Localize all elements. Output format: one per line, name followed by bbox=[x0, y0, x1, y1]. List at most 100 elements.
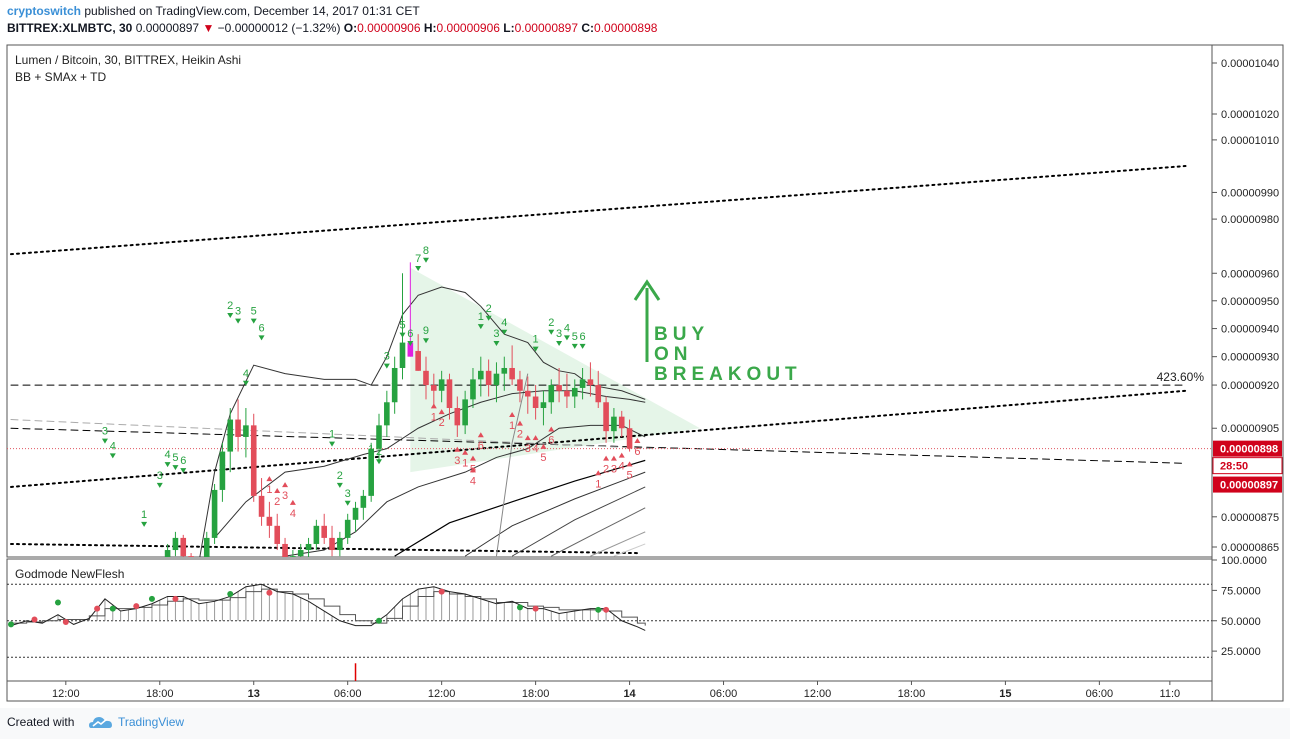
candle bbox=[423, 370, 429, 386]
td-sell-count: 3 bbox=[235, 306, 241, 318]
td-down-arrow-icon bbox=[407, 341, 414, 347]
td-up-arrow-icon bbox=[274, 487, 281, 493]
price-tick-label: 0.00000990 bbox=[1221, 187, 1279, 199]
candle bbox=[203, 537, 210, 557]
tradingview-link[interactable]: TradingView bbox=[118, 715, 185, 729]
candle bbox=[243, 425, 249, 437]
td-down-arrow-icon bbox=[556, 341, 563, 347]
td-down-arrow-icon bbox=[235, 318, 242, 324]
price-scale-border bbox=[1211, 44, 1284, 702]
candle bbox=[258, 495, 265, 517]
price-tick-label: 0.00001040 bbox=[1221, 58, 1279, 70]
td-buy-count: 3 bbox=[454, 455, 460, 467]
symbol-label[interactable]: BITTREX:XLMBTC, 30 bbox=[7, 21, 133, 35]
price-tick-label: 0.00000960 bbox=[1221, 268, 1279, 280]
td-sell-count: 1 bbox=[141, 509, 147, 521]
candle bbox=[211, 489, 218, 538]
buy-annotation-text: ON bbox=[654, 344, 693, 365]
candle bbox=[344, 519, 351, 538]
candle bbox=[438, 379, 445, 391]
td-up-arrow-icon bbox=[634, 438, 641, 444]
price-tick-label: 0.00000920 bbox=[1221, 380, 1279, 392]
price-badge-label: 0.00000897 bbox=[1220, 480, 1278, 492]
main-pane-border bbox=[6, 44, 1213, 558]
candle bbox=[587, 379, 594, 386]
time-tick-label: 06:00 bbox=[710, 688, 738, 700]
td-up-arrow-icon bbox=[610, 455, 617, 461]
td-sell-count: 3 bbox=[493, 328, 499, 340]
sma-line bbox=[590, 531, 646, 557]
candle bbox=[407, 342, 414, 357]
price-badge bbox=[1213, 440, 1282, 457]
candle bbox=[470, 379, 476, 400]
osc-tick-label: 25.0000 bbox=[1221, 646, 1261, 658]
author-link[interactable]: cryptoswitch bbox=[7, 4, 82, 18]
td-up-arrow-icon bbox=[462, 449, 469, 455]
td-sell-count: 3 bbox=[102, 426, 108, 438]
td-sell-count: 3 bbox=[384, 351, 390, 363]
td-buy-count: 3 bbox=[282, 490, 288, 502]
open-value: 0.00000906 bbox=[357, 21, 421, 35]
candle bbox=[485, 370, 492, 386]
candle bbox=[337, 537, 343, 551]
close-value: 0.00000898 bbox=[594, 21, 658, 35]
td-buy-count: 4 bbox=[290, 508, 296, 520]
price-change: −0.00000012 (−1.32%) bbox=[217, 21, 341, 35]
publish-info: published on TradingView.com, December 1… bbox=[84, 4, 420, 18]
td-sell-count: 2 bbox=[486, 303, 492, 315]
td-up-arrow-icon bbox=[516, 420, 523, 426]
td-buy-count: 6 bbox=[548, 434, 554, 446]
time-tick-label: 06:00 bbox=[1086, 688, 1114, 700]
triangle-pattern bbox=[410, 267, 701, 473]
price-tick-label: 0.00000930 bbox=[1221, 352, 1279, 364]
buy-annotation-text: BUY bbox=[654, 324, 709, 345]
osc-cross-down-dot bbox=[94, 605, 101, 612]
time-tick-label: 12:00 bbox=[52, 688, 80, 700]
td-buy-count: 1 bbox=[509, 420, 515, 432]
td-up-arrow-icon bbox=[509, 412, 516, 418]
osc-cross-down-dot bbox=[532, 605, 539, 612]
sma-line bbox=[464, 471, 646, 557]
trendline bbox=[10, 165, 1187, 256]
time-tick-label: 15 bbox=[999, 688, 1011, 700]
td-up-arrow-icon bbox=[430, 403, 437, 409]
td-down-arrow-icon bbox=[141, 521, 148, 527]
td-sell-count: 4 bbox=[392, 376, 398, 388]
td-sell-count: 9 bbox=[423, 325, 429, 337]
candle bbox=[517, 379, 523, 391]
price-tick-label: 0.00000905 bbox=[1221, 423, 1279, 435]
td-down-arrow-icon bbox=[172, 465, 179, 471]
td-sell-count: 3 bbox=[556, 328, 562, 340]
td-sell-count: 2 bbox=[227, 300, 233, 312]
oscillator-pane[interactable] bbox=[7, 583, 1212, 681]
price-badge bbox=[1212, 457, 1283, 475]
candle bbox=[188, 556, 194, 557]
td-down-arrow-icon bbox=[493, 341, 500, 347]
td-sell-count: 2 bbox=[337, 470, 343, 482]
candle bbox=[274, 525, 281, 544]
candle bbox=[603, 402, 609, 432]
time-tick-label: 11:0 bbox=[1160, 688, 1181, 700]
down-arrow-icon: ▼ bbox=[202, 21, 215, 35]
candle bbox=[509, 367, 515, 380]
osc-cross-down-dot bbox=[133, 603, 140, 610]
bollinger-lower bbox=[281, 424, 646, 557]
td-buy-count: 1 bbox=[266, 484, 272, 496]
candle bbox=[235, 419, 241, 437]
td-down-arrow-icon bbox=[156, 482, 163, 488]
td-buy-count: 5 bbox=[627, 469, 633, 481]
td-sell-count: 1 bbox=[533, 334, 539, 346]
td-down-arrow-icon bbox=[344, 500, 351, 506]
td-sell-count: 2 bbox=[548, 317, 554, 329]
td-buy-count: 3 bbox=[611, 464, 617, 476]
td-buy-count: 4 bbox=[619, 461, 625, 473]
td-down-arrow-icon bbox=[399, 332, 406, 338]
osc-cross-up-dot bbox=[595, 606, 602, 613]
osc-tick-label: 50.0000 bbox=[1221, 616, 1261, 628]
candle bbox=[297, 550, 304, 557]
osc-cross-down-dot bbox=[266, 589, 273, 596]
time-tick-label: 18:00 bbox=[146, 688, 174, 700]
indicators-label: BB + SMAx + TD bbox=[15, 70, 106, 84]
